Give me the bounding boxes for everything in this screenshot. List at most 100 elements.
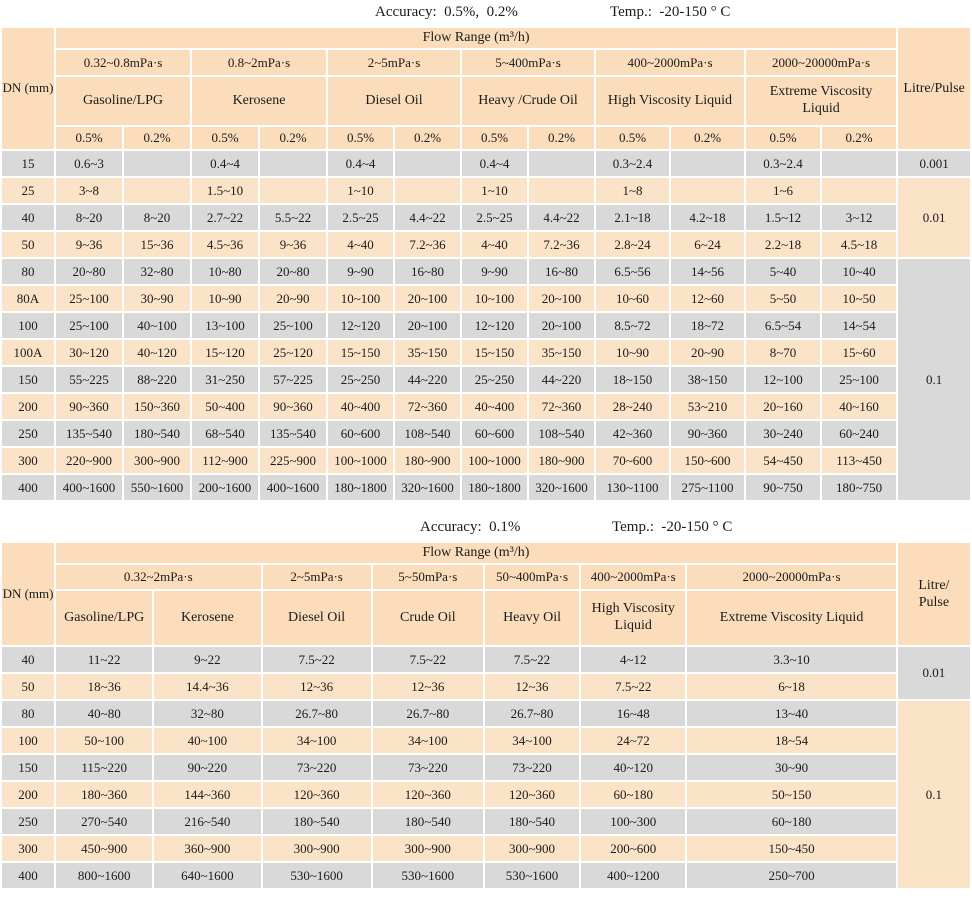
product-header: High Viscosity Liquid	[581, 591, 686, 645]
flow-range-cell: 1~10	[328, 178, 393, 203]
flow-range-cell: 180~900	[529, 448, 594, 473]
flow-range-cell: 50~400	[192, 394, 258, 419]
dn-cell: 300	[2, 836, 55, 861]
flow-range-cell: 68~540	[192, 421, 258, 446]
flow-range-cell: 18~54	[687, 728, 896, 753]
flow-range-cell: 3.3~10	[687, 647, 896, 672]
flow-range-cell	[822, 178, 897, 203]
flow-range-cell: 225~900	[260, 448, 326, 473]
flow-range-cell	[124, 151, 190, 176]
flow-range-cell: 60~180	[581, 782, 686, 807]
flow-range-cell: 55~225	[56, 367, 122, 392]
flow-range-cell: 30~240	[746, 421, 820, 446]
flow-range-cell	[529, 151, 594, 176]
viscosity-range-header: 50~400mPa·s	[484, 565, 580, 589]
flow-range-cell: 1.5~10	[192, 178, 258, 203]
flow-range-cell: 20~100	[395, 313, 460, 338]
flow-range-cell: 4.5~18	[822, 232, 897, 257]
table-row: 80 40~80 32~80 26.7~80 26.7~80 26.7~80 16~48 13…	[2, 701, 970, 888]
flow-range-cell: 60~600	[328, 421, 393, 446]
flow-range-cell: 11~22	[56, 647, 153, 672]
flow-range-cell: 15~150	[462, 340, 527, 365]
dn-cell: 15	[2, 151, 54, 176]
flow-range-cell: 6.5~56	[596, 259, 669, 284]
flow-range-cell: 6.5~54	[746, 313, 820, 338]
flow-range-cell: 3~12	[822, 205, 897, 230]
dn-cell: 200	[2, 782, 55, 807]
flow-range-cell: 70~600	[596, 448, 669, 473]
flow-range-cell: 200~1600	[192, 475, 258, 500]
flow-range-cell: 60~180	[687, 809, 896, 834]
flow-range-cell: 270~540	[56, 809, 153, 834]
flow-range-cell: 120~360	[484, 782, 580, 807]
flow-range-cell: 44~220	[395, 367, 460, 392]
flow-range-cell: 7.2~36	[529, 232, 594, 257]
flow-range-cell: 25~100	[56, 286, 122, 311]
flow-range-cell: 10~80	[192, 259, 258, 284]
table2-caption: Accuracy: 0.1% Temp.: -20-150 ° C	[0, 518, 972, 541]
dn-cell: 100	[2, 313, 54, 338]
flow-range-cell: 90~360	[56, 394, 122, 419]
flow-range-cell: 7.5~22	[484, 647, 580, 672]
product-header: High Viscosity Liquid	[596, 77, 744, 125]
table-row: 80A 25~100 30~90 10~90 20~90 10~100 20~100 10~1…	[2, 286, 970, 311]
flow-range-cell: 42~360	[596, 421, 669, 446]
accuracy-class-header: 0.5%	[328, 127, 393, 149]
flow-range-cell: 7.2~36	[395, 232, 460, 257]
flow-range-cell: 115~220	[56, 755, 153, 780]
dn-cell: 50	[2, 674, 55, 699]
product-header: Heavy Oil	[484, 591, 580, 645]
table-row: 250 270~540 216~540 180~540 180~540 180~540 10…	[2, 809, 970, 834]
flow-range-cell: 1.5~12	[746, 205, 820, 230]
flow-range-cell: 180~540	[262, 809, 371, 834]
flow-range-cell: 4~12	[581, 647, 686, 672]
flow-range-cell: 34~100	[262, 728, 371, 753]
flow-range-cell: 35~150	[395, 340, 460, 365]
flow-range-cell: 20~90	[671, 340, 744, 365]
flow-range-cell: 2.1~18	[596, 205, 669, 230]
flow-range-cell: 113~450	[822, 448, 897, 473]
table-row: 400 400~1600 550~1600 200~1600 400~1600 180~1…	[2, 475, 970, 500]
flow-range-cell: 180~1800	[462, 475, 527, 500]
flow-range-cell: 5~40	[746, 259, 820, 284]
flow-range-cell: 30~120	[56, 340, 122, 365]
dn-cell: 100	[2, 728, 55, 753]
viscosity-range-header: 0.32~0.8mPa·s	[56, 50, 190, 75]
table-row: 400 800~1600 640~1600 530~1600 530~1600 530~1…	[2, 863, 970, 888]
dn-cell: 250	[2, 421, 54, 446]
flow-range-cell: 2.2~18	[746, 232, 820, 257]
flow-range-cell: 25~120	[260, 340, 326, 365]
flow-range-cell: 20~100	[529, 313, 594, 338]
flow-range-cell: 800~1600	[56, 863, 153, 888]
flow-range-cell: 40~120	[581, 755, 686, 780]
flow-range-cell: 20~80	[56, 259, 122, 284]
flow-range-cell: 100~1000	[328, 448, 393, 473]
table1-accuracy-note: Accuracy: 0.5%, 0.2%	[375, 4, 518, 20]
table-row: 40 11~22 9~22 7.5~22 7.5~22 7.5~22 4~12 3.3~10 0…	[2, 647, 970, 699]
flow-range-cell: 18~72	[671, 313, 744, 338]
table-row: 15 0.6~3 0.4~4 0.4~4 0.4~4 0.3~2.4 0.3~2.4 0.00…	[2, 151, 971, 176]
flow-range-cell: 90~750	[746, 475, 820, 500]
litre-pulse-cell: 0.1	[898, 259, 971, 500]
flow-range-cell: 216~540	[154, 809, 261, 834]
viscosity-range-header: 2000~20000mPa·s	[687, 565, 896, 589]
flow-range-cell: 4.2~18	[671, 205, 744, 230]
flow-range-cell: 26.7~80	[484, 701, 580, 726]
flow-range-cell: 24~72	[581, 728, 686, 753]
flow-range-cell: 12~36	[372, 674, 483, 699]
flow-range-cell: 40~120	[124, 340, 190, 365]
flow-range-cell: 12~120	[328, 313, 393, 338]
flow-range-cell: 180~1800	[328, 475, 393, 500]
dn-cell: 80A	[2, 286, 54, 311]
product-header: Gasoline/LPG	[56, 77, 190, 125]
flow-range-cell: 220~900	[56, 448, 122, 473]
product-header: Kerosene	[154, 591, 261, 645]
flow-range-header: Flow Range (m³/h)	[56, 28, 897, 48]
flow-range-cell: 14.4~36	[154, 674, 261, 699]
flow-range-cell: 32~80	[154, 701, 261, 726]
flow-range-cell: 35~150	[529, 340, 594, 365]
dn-cell: 150	[2, 367, 54, 392]
flow-range-cell: 50~150	[687, 782, 896, 807]
flow-range-cell: 73~220	[372, 755, 483, 780]
